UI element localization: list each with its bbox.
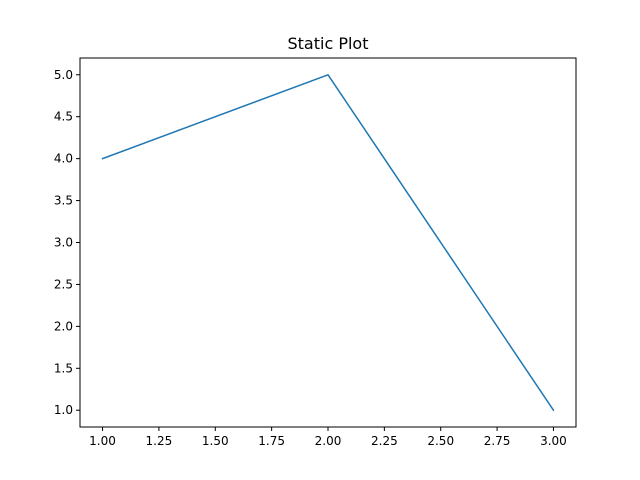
axes-background [80,58,576,427]
x-axis: 1.00 1.25 1.50 1.75 2.00 2.25 2.50 2.75 3.00 [89,427,567,448]
y-tick-label: 5.0 [54,68,73,82]
plot-area [80,58,576,427]
y-tick-label: 2.5 [54,277,73,291]
x-tick-label: 2.50 [427,434,454,448]
y-tick-label: 3.0 [54,236,73,250]
series-line [101,74,555,412]
series-layer [101,74,555,412]
y-tick-label: 1.0 [54,403,73,417]
x-tick-label: 2.25 [371,434,398,448]
x-tick-label: 1.00 [89,434,116,448]
y-tick-label: 1.5 [54,361,73,375]
y-tick-label: 2.0 [54,319,73,333]
chart-title: Static Plot [288,34,369,53]
x-tick-label: 2.75 [484,434,511,448]
x-tick-label: 1.50 [202,434,229,448]
x-tick-label: 2.00 [315,434,342,448]
y-tick-label: 4.0 [54,152,73,166]
x-tick-label: 1.25 [146,434,173,448]
x-tick-label: 1.75 [258,434,285,448]
y-tick-label: 4.5 [54,110,73,124]
y-tick-label: 3.5 [54,194,73,208]
axes-frame [79,57,577,428]
y-axis: 1.0 1.5 2.0 2.5 3.0 3.5 4.0 4.5 5.0 [54,68,80,417]
x-tick-label: 3.00 [540,434,567,448]
